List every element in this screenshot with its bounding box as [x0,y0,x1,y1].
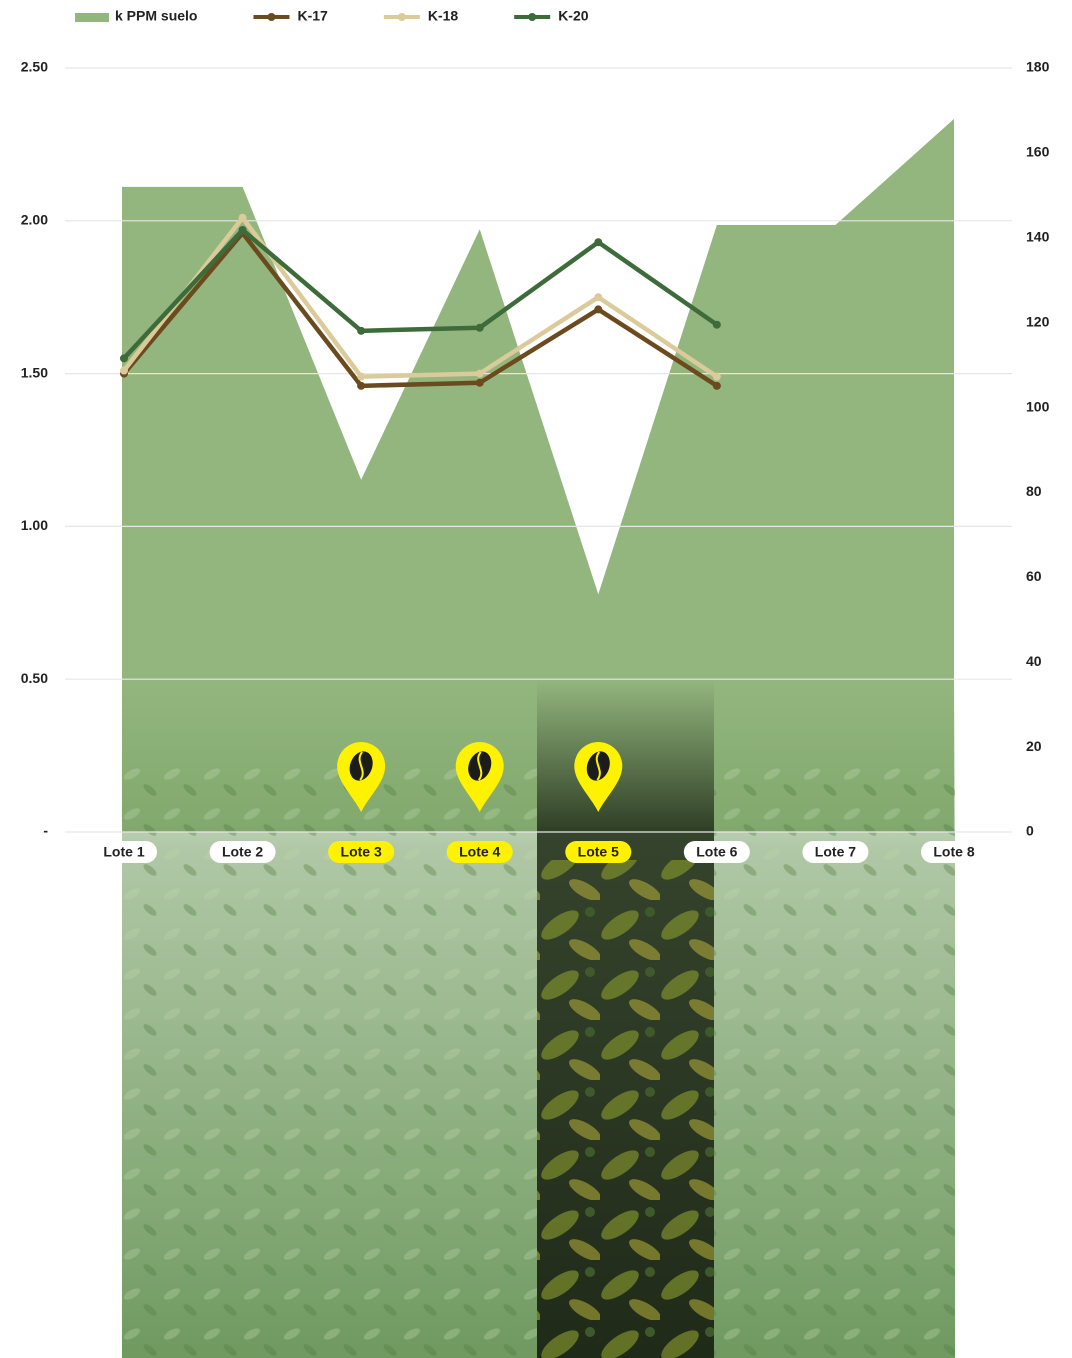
x-tick-label: Lote 4 [459,844,500,860]
y-tick-label: 2.00 [21,212,48,228]
line-point [712,381,721,390]
x-tick-label: Lote 7 [815,844,856,860]
legend-label: K-20 [558,8,589,24]
category-pill [209,841,276,863]
legend-marker [528,13,537,21]
line-point [475,323,484,332]
y-tick-label: 1.50 [21,364,48,380]
y2-tick-label: 60 [1026,568,1042,584]
coffee-bean-line [358,751,364,781]
y2-tick-label: 20 [1026,738,1042,754]
line-point [594,293,603,302]
category-pill [446,841,513,863]
x-tick-label: Lote 3 [341,844,382,860]
category-pill [328,841,395,863]
line-point [712,320,721,329]
y2-tick-label: 160 [1026,144,1050,160]
line-point [712,372,721,381]
y2-tick-label: 100 [1026,398,1050,414]
legend-swatch [75,13,109,22]
y-tick-label: 2.50 [21,59,48,75]
coffee-bean-line [595,751,601,781]
category-pill [565,841,632,863]
x-tick-label: Lote 2 [222,844,263,860]
category-pill [683,841,750,863]
line-point [238,225,247,234]
x-tick-label: Lote 6 [696,844,737,860]
line [122,227,719,360]
y2-tick-label: 0 [1026,823,1034,839]
area [122,118,954,832]
line-point [357,372,366,381]
x-tick-label: Lote 8 [933,844,974,860]
x-tick-label: Lote 5 [578,844,619,860]
line-point [238,213,247,222]
photo-texture [537,860,714,1358]
line-point [475,378,484,387]
line [122,215,719,379]
y-tick-label: 1.00 [21,517,48,533]
y2-tick-label: 120 [1026,313,1050,329]
legend-marker [267,13,276,21]
line-point [475,369,484,378]
y2-tick-label: 40 [1026,653,1042,669]
legend-label: K-18 [428,8,459,24]
line-point [120,366,128,375]
y-tick-label: - [43,823,48,839]
line-point [357,326,366,335]
legend-label: k PPM suelo [115,8,197,24]
coffee-bean-line [477,751,483,781]
legend-marker [397,13,406,21]
line-point [594,305,603,314]
line-point [594,238,603,247]
line-point [120,354,128,363]
y2-tick-label: 180 [1026,59,1050,75]
line [122,230,719,389]
background-photos [122,680,955,1358]
category-pill [921,841,987,863]
y-tick-label: 0.50 [21,670,48,686]
category-pill [91,841,157,863]
y2-tick-label: 80 [1026,483,1042,499]
x-tick-label: Lote 1 [103,844,144,860]
category-pill [802,841,869,863]
legend-label: K-17 [297,8,328,24]
y2-tick-label: 140 [1026,228,1050,244]
line-point [357,381,366,390]
